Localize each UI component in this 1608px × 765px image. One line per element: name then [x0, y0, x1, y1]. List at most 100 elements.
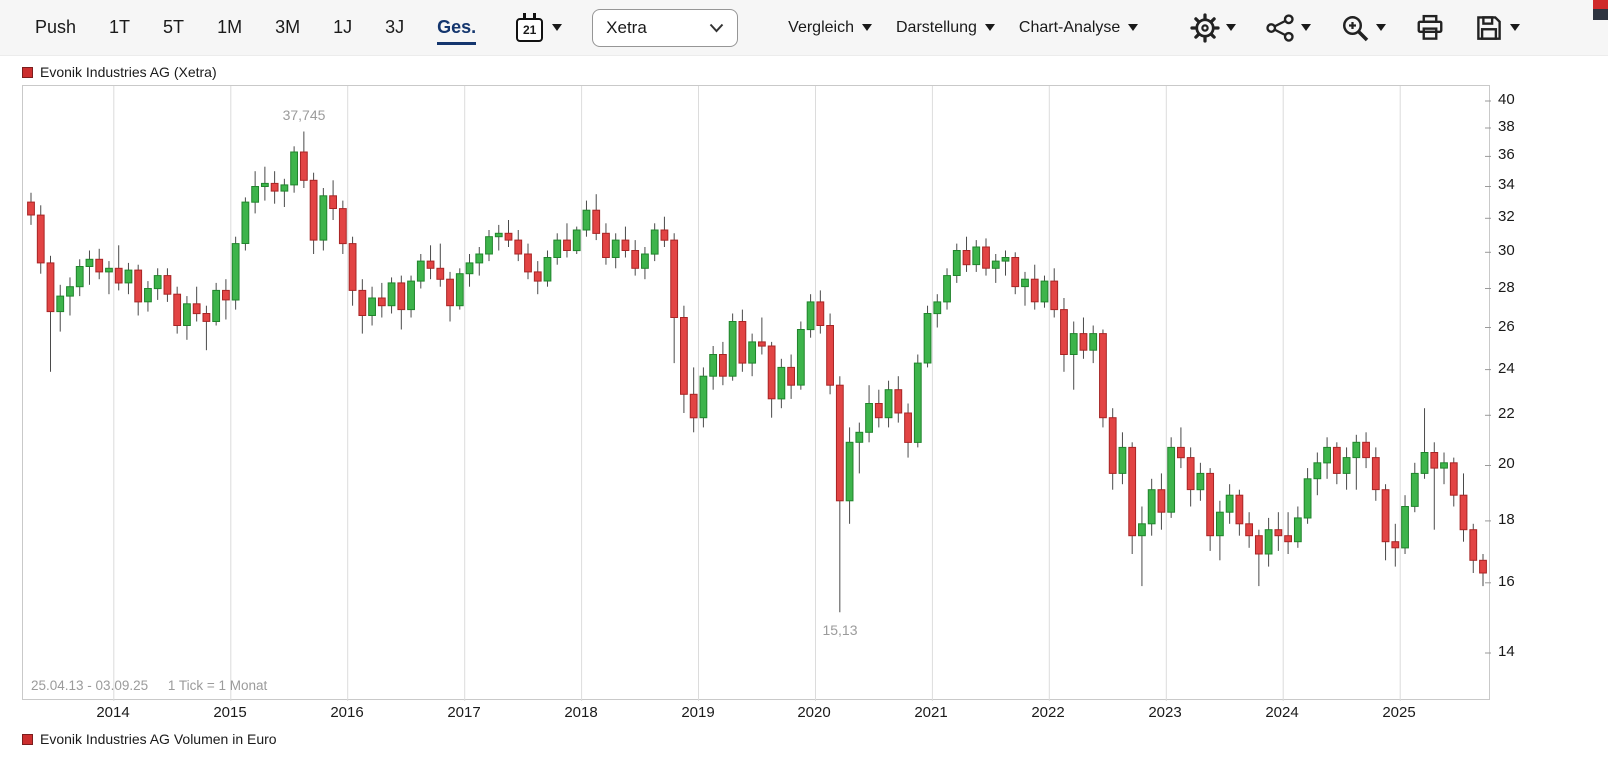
- candle-down[interactable]: [1099, 333, 1107, 419]
- candle-up[interactable]: [582, 209, 591, 231]
- candle-up[interactable]: [144, 288, 152, 303]
- candle-down[interactable]: [27, 201, 35, 216]
- candle-up[interactable]: [1264, 529, 1273, 555]
- candle-up[interactable]: [1410, 472, 1419, 507]
- candle-up[interactable]: [153, 275, 162, 290]
- candle-up[interactable]: [387, 282, 396, 307]
- candle-down[interactable]: [1274, 529, 1283, 537]
- candle-down[interactable]: [1235, 494, 1244, 525]
- calendar-button[interactable]: 21: [516, 12, 563, 42]
- candle-down[interactable]: [222, 289, 230, 301]
- candle-up[interactable]: [1001, 257, 1010, 262]
- candle-up[interactable]: [66, 286, 74, 297]
- candle-down[interactable]: [114, 267, 123, 284]
- candle-up[interactable]: [494, 232, 503, 238]
- candlestick-plot[interactable]: 37,745 15,13 25.04.13 - 03.09.25 1 Tick …: [22, 85, 1491, 701]
- candle-up[interactable]: [1138, 523, 1146, 537]
- candle-down[interactable]: [1371, 457, 1380, 491]
- candle-down[interactable]: [163, 275, 172, 295]
- candle-down[interactable]: [1381, 489, 1390, 543]
- candle-down[interactable]: [738, 321, 747, 364]
- chart-analyse-menu-button[interactable]: Chart-Analyse: [1019, 19, 1139, 37]
- candlestick-chart[interactable]: [23, 86, 1491, 701]
- candle-down[interactable]: [95, 258, 104, 273]
- candle-up[interactable]: [241, 201, 250, 244]
- candle-up[interactable]: [1440, 462, 1448, 469]
- candle-down[interactable]: [1186, 457, 1195, 491]
- candle-up[interactable]: [231, 243, 240, 301]
- candle-up[interactable]: [884, 389, 893, 419]
- candle-up[interactable]: [1215, 511, 1224, 537]
- candle-up[interactable]: [1313, 462, 1322, 480]
- candle-up[interactable]: [611, 239, 620, 259]
- candle-down[interactable]: [1459, 494, 1468, 531]
- candle-up[interactable]: [1420, 452, 1429, 474]
- candle-up[interactable]: [923, 313, 932, 364]
- exchange-select[interactable]: Xetra: [592, 8, 739, 47]
- candle-down[interactable]: [1128, 446, 1137, 537]
- candle-up[interactable]: [368, 297, 376, 316]
- candle-up[interactable]: [260, 182, 269, 188]
- scrollbar-thumb[interactable]: [1593, 9, 1608, 20]
- candle-up[interactable]: [416, 260, 425, 282]
- candle-up[interactable]: [952, 250, 961, 276]
- candle-up[interactable]: [1069, 333, 1078, 356]
- candle-up[interactable]: [572, 229, 581, 252]
- candle-down[interactable]: [533, 271, 542, 282]
- candle-up[interactable]: [1196, 472, 1205, 491]
- candle-down[interactable]: [689, 393, 698, 419]
- candle-up[interactable]: [290, 151, 299, 186]
- candle-down[interactable]: [592, 209, 601, 234]
- range-tab-3m[interactable]: 3M: [275, 17, 301, 37]
- candle-up[interactable]: [85, 258, 94, 268]
- candle-down[interactable]: [309, 179, 318, 241]
- candle-up[interactable]: [1352, 441, 1361, 459]
- candle-up[interactable]: [553, 239, 562, 259]
- candle-down[interactable]: [835, 384, 844, 502]
- candle-up[interactable]: [75, 266, 84, 288]
- candle-up[interactable]: [972, 246, 981, 266]
- vergleich-menu-button[interactable]: Vergleich: [788, 19, 872, 37]
- candle-up[interactable]: [251, 186, 260, 203]
- candle-up[interactable]: [709, 354, 718, 377]
- candle-down[interactable]: [192, 303, 201, 315]
- candle-down[interactable]: [1011, 257, 1020, 288]
- candle-up[interactable]: [485, 236, 493, 255]
- candle-down[interactable]: [982, 246, 990, 269]
- range-tab-1m[interactable]: 1M: [217, 17, 243, 37]
- candle-up[interactable]: [728, 321, 737, 377]
- range-tab-5t[interactable]: 5T: [163, 17, 185, 37]
- candle-up[interactable]: [56, 295, 65, 313]
- candle-down[interactable]: [173, 293, 182, 326]
- candle-down[interactable]: [680, 317, 688, 395]
- candle-down[interactable]: [1449, 462, 1458, 496]
- candle-up[interactable]: [543, 257, 552, 282]
- candle-down[interactable]: [358, 289, 367, 316]
- range-tab-1j[interactable]: 1J: [333, 17, 353, 37]
- candle-up[interactable]: [933, 301, 942, 315]
- candle-up[interactable]: [1303, 478, 1312, 519]
- candle-up[interactable]: [1342, 457, 1351, 474]
- candle-down[interactable]: [1177, 446, 1185, 459]
- candle-down[interactable]: [1391, 541, 1400, 549]
- candle-down[interactable]: [397, 282, 406, 311]
- candle-up[interactable]: [845, 441, 854, 502]
- candle-up[interactable]: [1167, 446, 1176, 513]
- candle-up[interactable]: [455, 273, 464, 307]
- candle-up[interactable]: [1040, 280, 1049, 303]
- candle-down[interactable]: [426, 260, 435, 269]
- candle-up[interactable]: [319, 195, 328, 241]
- candle-up[interactable]: [650, 229, 659, 255]
- candle-up[interactable]: [699, 375, 708, 419]
- candle-down[interactable]: [816, 301, 825, 326]
- range-tab-gesamt[interactable]: Ges.: [437, 17, 477, 45]
- candle-down[interactable]: [1157, 489, 1166, 513]
- candle-up[interactable]: [280, 184, 289, 192]
- candle-up[interactable]: [124, 269, 133, 284]
- print-button[interactable]: [1415, 13, 1445, 43]
- candle-up[interactable]: [475, 253, 484, 264]
- candle-down[interactable]: [718, 354, 727, 377]
- candle-down[interactable]: [767, 345, 776, 400]
- candle-up[interactable]: [105, 267, 113, 273]
- indicators-button[interactable]: [1265, 13, 1312, 43]
